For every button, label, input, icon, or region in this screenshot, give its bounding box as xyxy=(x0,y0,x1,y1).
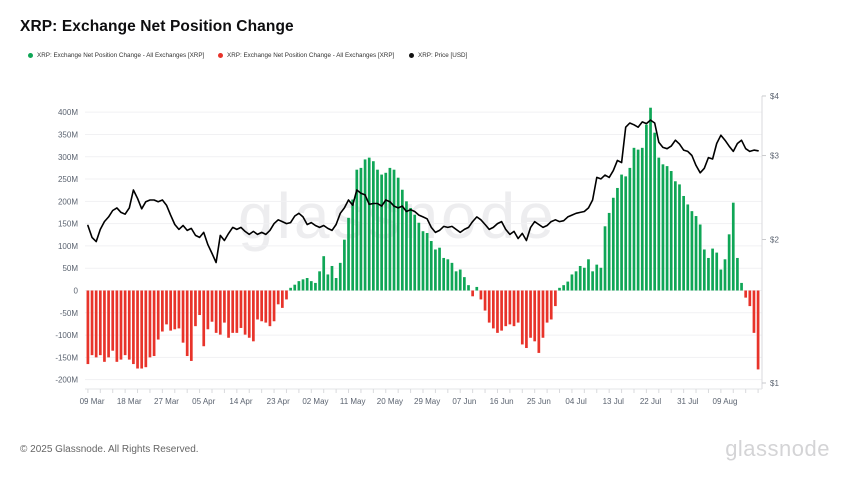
gridlines xyxy=(85,111,762,381)
svg-text:16 Jun: 16 Jun xyxy=(490,397,514,406)
legend-label: XRP: Exchange Net Position Change - All … xyxy=(37,52,205,59)
svg-text:23 Apr: 23 Apr xyxy=(267,397,290,406)
legend-item-price[interactable]: XRP: Price [USD] xyxy=(409,52,467,59)
right-axis: $4 $3 $2 $1 xyxy=(761,92,779,389)
svg-text:25 Jun: 25 Jun xyxy=(527,397,551,406)
svg-text:100M: 100M xyxy=(58,242,78,251)
svg-text:400M: 400M xyxy=(58,108,78,117)
svg-text:350M: 350M xyxy=(58,130,78,139)
svg-text:-100M: -100M xyxy=(55,331,78,340)
x-axis: 09 Mar 18 Mar 27 Mar 05 Apr 14 Apr 23 Apr 02 M… xyxy=(80,388,762,406)
legend-label: XRP: Price [USD] xyxy=(418,52,468,59)
svg-text:05 Apr: 05 Apr xyxy=(192,397,215,406)
svg-text:18 Mar: 18 Mar xyxy=(117,397,142,406)
circle-icon xyxy=(218,53,223,58)
chart-legend: XRP: Exchange Net Position Change - All … xyxy=(0,52,850,64)
svg-text:20 May: 20 May xyxy=(377,397,403,406)
circle-icon xyxy=(28,53,33,58)
svg-text:150M: 150M xyxy=(58,220,78,229)
legend-label: XRP: Exchange Net Position Change - All … xyxy=(227,52,395,59)
svg-text:07 Jun: 07 Jun xyxy=(452,397,476,406)
glassnode-watermark: glassnode xyxy=(238,184,557,248)
svg-text:09 Aug: 09 Aug xyxy=(713,397,738,406)
svg-text:29 May: 29 May xyxy=(414,397,440,406)
bars-series-net-position-change xyxy=(86,107,760,370)
svg-text:11 May: 11 May xyxy=(340,397,366,406)
svg-text:0: 0 xyxy=(74,287,79,296)
page-title: XRP: Exchange Net Position Change xyxy=(20,18,294,35)
svg-text:02 May: 02 May xyxy=(302,397,328,406)
svg-text:300M: 300M xyxy=(58,153,78,162)
legend-item-net-position-positive[interactable]: XRP: Exchange Net Position Change - All … xyxy=(28,52,204,59)
svg-text:$2: $2 xyxy=(770,235,779,244)
svg-text:$4: $4 xyxy=(770,92,779,101)
left-axis-labels: 400M 350M 300M 250M 200M 150M 100M 50M 0 -50M -100… xyxy=(55,108,78,384)
svg-text:09 Mar: 09 Mar xyxy=(80,397,105,406)
svg-text:-50M: -50M xyxy=(60,309,79,318)
svg-text:14 Apr: 14 Apr xyxy=(229,397,252,406)
svg-text:-150M: -150M xyxy=(55,353,78,362)
svg-text:50M: 50M xyxy=(62,264,78,273)
svg-text:27 Mar: 27 Mar xyxy=(154,397,179,406)
glassnode-logo: glassnode xyxy=(725,436,830,461)
svg-text:31 Jul: 31 Jul xyxy=(677,397,699,406)
svg-text:$3: $3 xyxy=(770,152,779,161)
svg-text:13 Jul: 13 Jul xyxy=(603,397,625,406)
footer-copyright: © 2025 Glassnode. All Rights Reserved. xyxy=(20,444,199,455)
svg-text:-200M: -200M xyxy=(55,376,78,385)
svg-text:$1: $1 xyxy=(770,379,779,388)
svg-text:04 Jul: 04 Jul xyxy=(565,397,587,406)
svg-text:200M: 200M xyxy=(58,197,78,206)
circle-icon xyxy=(409,53,414,58)
legend-item-net-position-negative[interactable]: XRP: Exchange Net Position Change - All … xyxy=(218,52,394,59)
svg-text:250M: 250M xyxy=(58,175,78,184)
svg-text:22 Jul: 22 Jul xyxy=(640,397,662,406)
line-series-price-usd xyxy=(87,119,759,264)
